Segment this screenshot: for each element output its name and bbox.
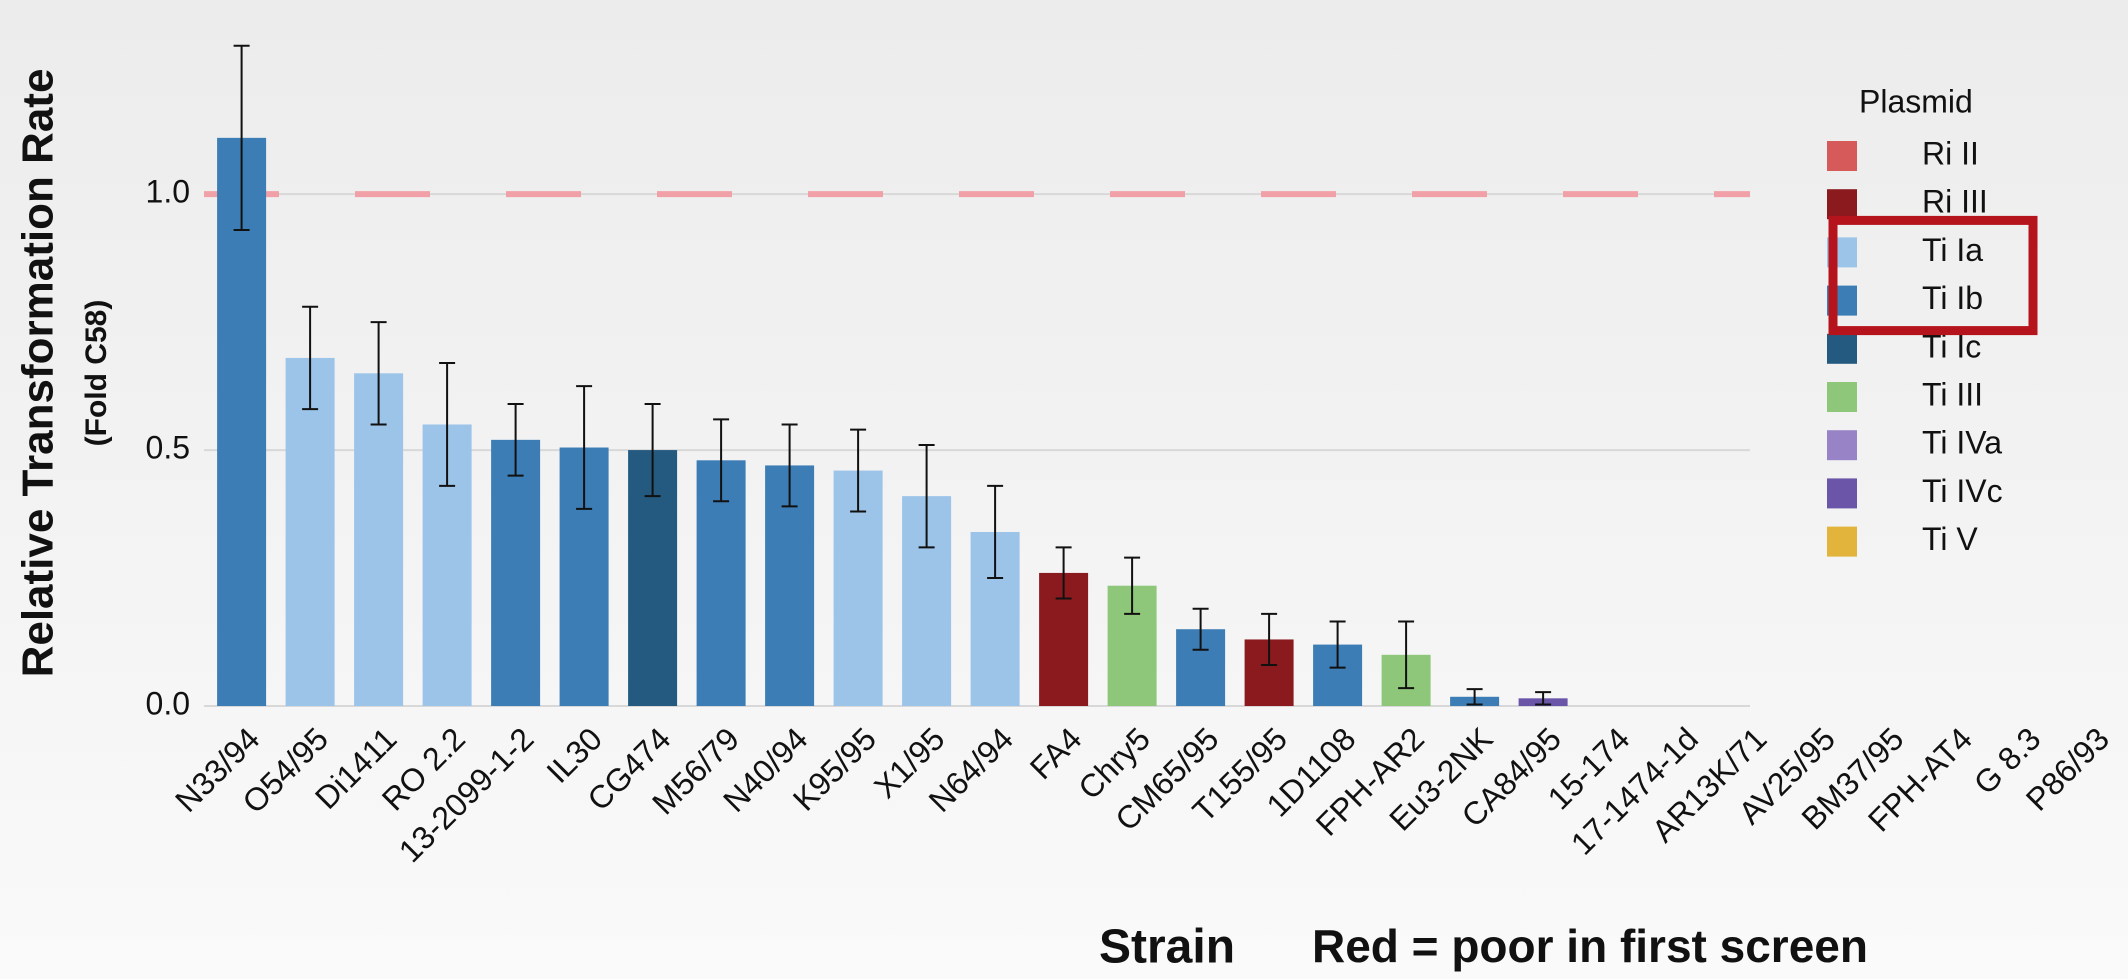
legend-label: Ti Ia — [1922, 232, 1983, 268]
annotation: Red = poor in first screen — [1312, 920, 1868, 972]
y-axis-sublabel: (Fold C58) — [80, 300, 113, 447]
legend-swatch — [1827, 189, 1857, 220]
y-tick-label: 0.5 — [146, 430, 190, 466]
bar — [354, 373, 404, 706]
legend-label: Ti IVa — [1922, 425, 2002, 461]
legend-label: Ri III — [1922, 184, 1988, 220]
x-axis-label: Strain — [1099, 921, 1235, 974]
legend-swatch — [1827, 526, 1857, 557]
legend-label: Ti III — [1922, 376, 1983, 412]
legend-label: Ti V — [1922, 521, 1978, 557]
legend-label: Ti IVc — [1922, 473, 2003, 509]
legend-swatch — [1827, 141, 1857, 171]
legend-swatch — [1827, 382, 1857, 412]
legend-swatch — [1827, 478, 1857, 509]
bar — [491, 439, 541, 706]
legend-label: Ri II — [1922, 135, 1979, 171]
legend-swatch — [1827, 333, 1857, 364]
legend-title: Plasmid — [1859, 83, 1973, 119]
legend-label: Ti Ib — [1922, 280, 1983, 316]
bar — [285, 357, 335, 706]
y-tick-label: 0.0 — [146, 685, 190, 721]
legend-highlight — [1828, 215, 2038, 336]
bar — [217, 137, 267, 706]
y-axis-label: Relative Transformation Rate — [14, 69, 63, 678]
y-tick-label: 1.0 — [146, 174, 190, 210]
legend-swatch — [1827, 430, 1857, 461]
